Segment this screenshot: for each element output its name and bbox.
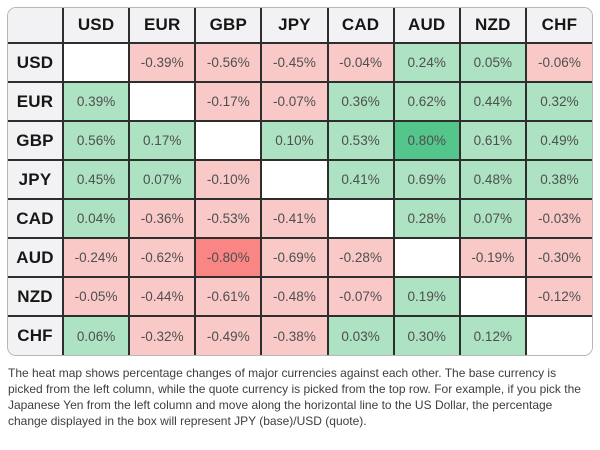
column-header-nzd: NZD: [458, 8, 527, 44]
row-header-eur: EUR: [8, 81, 64, 122]
cell-jpy-chf: 0.38%: [524, 159, 592, 200]
cell-jpy-jpy: [260, 159, 329, 200]
cell-nzd-jpy: -0.48%: [260, 276, 329, 317]
cell-nzd-nzd: [458, 276, 527, 317]
heatmap-row-jpy: JPY 0.45% 0.07% -0.10% 0.41% 0.69% 0.48% 0.38%: [8, 159, 592, 200]
cell-nzd-aud: 0.19%: [392, 276, 461, 317]
cell-jpy-gbp: -0.10%: [194, 159, 263, 200]
row-header-gbp: GBP: [8, 120, 64, 161]
heatmap-description: The heat map shows percentage changes of…: [8, 366, 581, 428]
cell-aud-gbp: -0.80%: [194, 237, 263, 278]
cell-gbp-usd: 0.56%: [61, 120, 131, 161]
cell-gbp-jpy: 0.10%: [260, 120, 329, 161]
heatmap-row-aud: AUD -0.24% -0.62% -0.80% -0.69% -0.28% -0.19% -…: [8, 237, 592, 278]
cell-cad-gbp: -0.53%: [194, 198, 263, 239]
cell-gbp-nzd: 0.61%: [458, 120, 527, 161]
cell-eur-chf: 0.32%: [524, 81, 592, 122]
row-header-cad: CAD: [8, 198, 64, 239]
cell-cad-aud: 0.28%: [392, 198, 461, 239]
cell-nzd-usd: -0.05%: [61, 276, 131, 317]
cell-usd-nzd: 0.05%: [458, 42, 527, 83]
cell-eur-jpy: -0.07%: [260, 81, 329, 122]
cell-nzd-chf: -0.12%: [524, 276, 592, 317]
column-header-usd: USD: [61, 8, 131, 44]
cell-nzd-cad: -0.07%: [326, 276, 395, 317]
cell-gbp-aud: 0.80%: [392, 120, 461, 161]
cell-eur-cad: 0.36%: [326, 81, 395, 122]
cell-jpy-cad: 0.41%: [326, 159, 395, 200]
cell-aud-chf: -0.30%: [524, 237, 592, 278]
cell-jpy-nzd: 0.48%: [458, 159, 527, 200]
row-header-aud: AUD: [8, 237, 64, 278]
heatmap-row-gbp: GBP 0.56% 0.17% 0.10% 0.53% 0.80% 0.61% 0.49%: [8, 120, 592, 161]
cell-gbp-chf: 0.49%: [524, 120, 592, 161]
heatmap-row-usd: USD -0.39% -0.56% -0.45% -0.04% 0.24% 0.05% -0.…: [8, 42, 592, 83]
cell-gbp-cad: 0.53%: [326, 120, 395, 161]
cell-eur-eur: [128, 81, 197, 122]
column-header-cad: CAD: [326, 8, 395, 44]
cell-cad-nzd: 0.07%: [458, 198, 527, 239]
column-header-jpy: JPY: [260, 8, 329, 44]
column-header-chf: CHF: [524, 8, 592, 44]
heatmap-row-cad: CAD 0.04% -0.36% -0.53% -0.41% 0.28% 0.07% -0.0…: [8, 198, 592, 239]
cell-aud-eur: -0.62%: [128, 237, 197, 278]
currency-heatmap-table: USD EUR GBP JPY CAD AUD NZD CHF USD -0.39% -0.56% -…: [8, 8, 592, 355]
cell-jpy-aud: 0.69%: [392, 159, 461, 200]
heatmap-row-nzd: NZD -0.05% -0.44% -0.61% -0.48% -0.07% 0.19% -0…: [8, 276, 592, 317]
cell-cad-usd: 0.04%: [61, 198, 131, 239]
cell-gbp-eur: 0.17%: [128, 120, 197, 161]
cell-eur-usd: 0.39%: [61, 81, 131, 122]
cell-cad-chf: -0.03%: [524, 198, 592, 239]
cell-aud-aud: [392, 237, 461, 278]
cell-chf-chf: [524, 315, 592, 355]
cell-nzd-eur: -0.44%: [128, 276, 197, 317]
cell-usd-gbp: -0.56%: [194, 42, 263, 83]
cell-usd-usd: [61, 42, 131, 83]
header-row: USD EUR GBP JPY CAD AUD NZD CHF: [8, 8, 592, 44]
corner-cell: [8, 8, 64, 44]
cell-eur-gbp: -0.17%: [194, 81, 263, 122]
cell-aud-cad: -0.28%: [326, 237, 395, 278]
cell-chf-jpy: -0.38%: [260, 315, 329, 355]
row-header-usd: USD: [8, 42, 64, 83]
column-header-aud: AUD: [392, 8, 461, 44]
cell-aud-jpy: -0.69%: [260, 237, 329, 278]
cell-cad-cad: [326, 198, 395, 239]
cell-gbp-gbp: [194, 120, 263, 161]
cell-usd-cad: -0.04%: [326, 42, 395, 83]
row-header-jpy: JPY: [8, 159, 64, 200]
cell-cad-jpy: -0.41%: [260, 198, 329, 239]
cell-chf-gbp: -0.49%: [194, 315, 263, 355]
cell-usd-chf: -0.06%: [524, 42, 592, 83]
cell-aud-usd: -0.24%: [61, 237, 131, 278]
row-header-chf: CHF: [8, 315, 64, 355]
currency-heatmap-card: USD EUR GBP JPY CAD AUD NZD CHF USD -0.39% -0.56% -…: [7, 7, 593, 356]
column-header-eur: EUR: [128, 8, 197, 44]
cell-nzd-gbp: -0.61%: [194, 276, 263, 317]
cell-chf-nzd: 0.12%: [458, 315, 527, 355]
cell-eur-nzd: 0.44%: [458, 81, 527, 122]
cell-aud-nzd: -0.19%: [458, 237, 527, 278]
cell-jpy-eur: 0.07%: [128, 159, 197, 200]
cell-chf-cad: 0.03%: [326, 315, 395, 355]
cell-jpy-usd: 0.45%: [61, 159, 131, 200]
cell-chf-usd: 0.06%: [61, 315, 131, 355]
cell-chf-aud: 0.30%: [392, 315, 461, 355]
row-header-nzd: NZD: [8, 276, 64, 317]
heatmap-row-eur: EUR 0.39% -0.17% -0.07% 0.36% 0.62% 0.44% 0.32%: [8, 81, 592, 122]
cell-eur-aud: 0.62%: [392, 81, 461, 122]
cell-usd-jpy: -0.45%: [260, 42, 329, 83]
cell-usd-eur: -0.39%: [128, 42, 197, 83]
cell-cad-eur: -0.36%: [128, 198, 197, 239]
cell-usd-aud: 0.24%: [392, 42, 461, 83]
heatmap-row-chf: CHF 0.06% -0.32% -0.49% -0.38% 0.03% 0.30% 0.12…: [8, 315, 592, 355]
cell-chf-eur: -0.32%: [128, 315, 197, 355]
column-header-gbp: GBP: [194, 8, 263, 44]
